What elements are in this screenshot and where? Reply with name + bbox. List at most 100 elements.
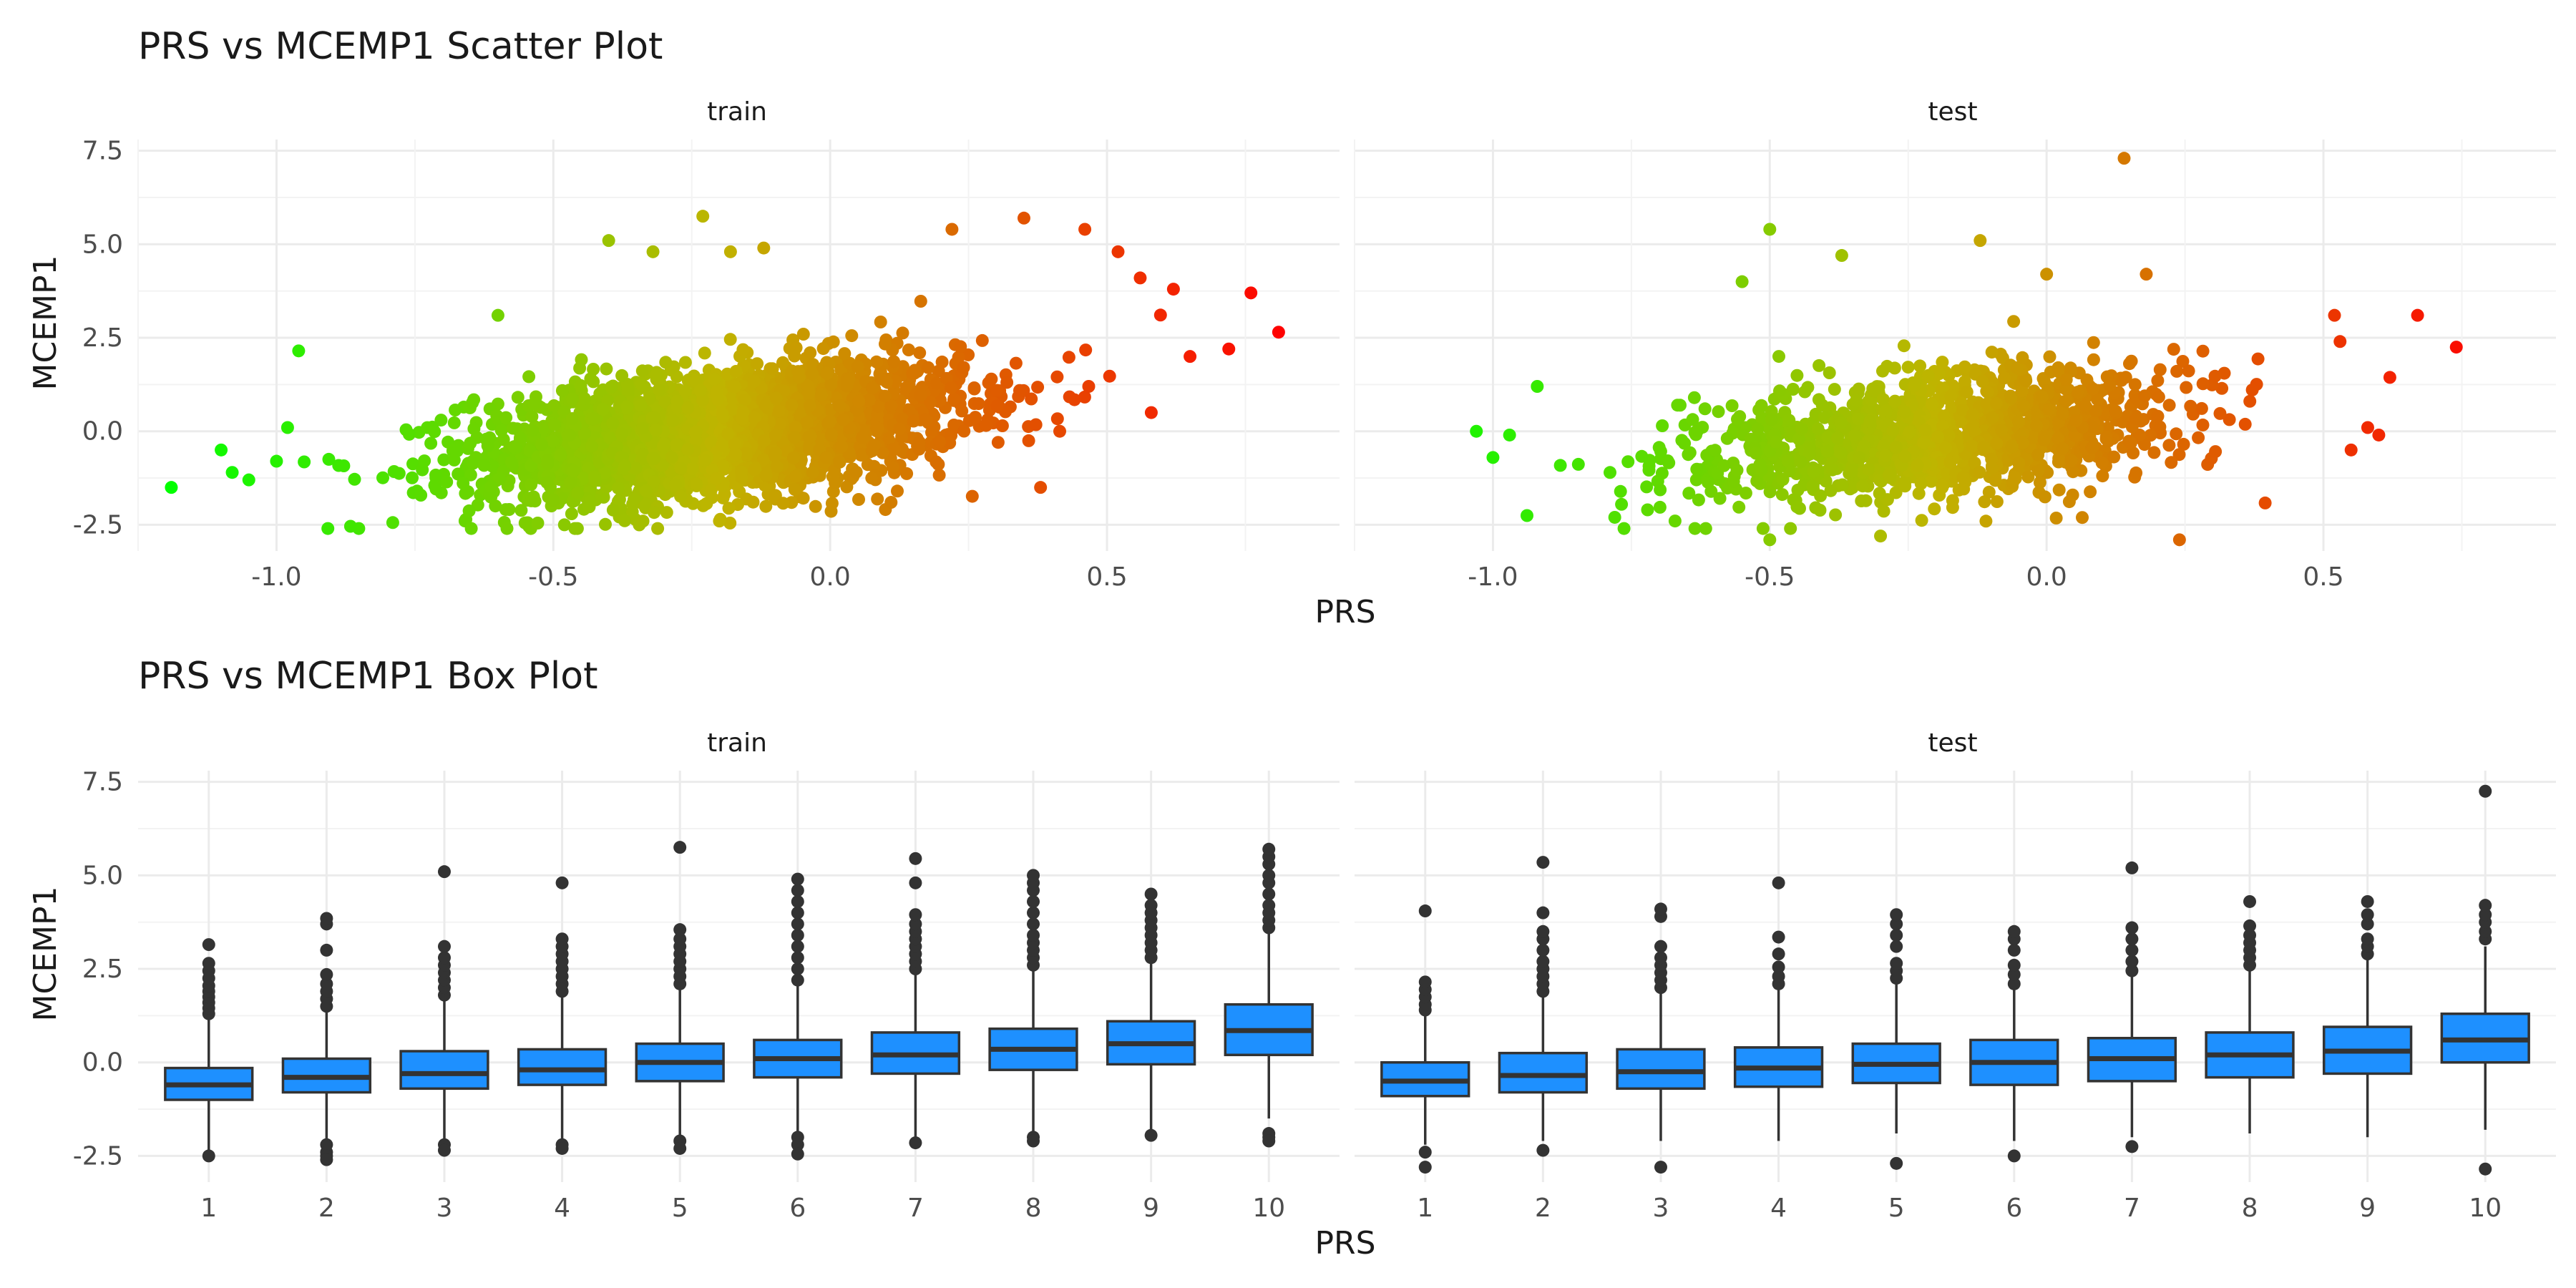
box-outlier [791,884,804,897]
scatter-point [674,462,688,475]
scatter-point [414,489,428,502]
box-outlier [673,841,687,854]
scatter-point [585,439,598,453]
scatter-point [596,402,610,416]
box-7 [870,852,961,1150]
scatter-point [635,421,649,435]
scatter-point [912,435,926,449]
scatter-point [557,518,571,532]
scatter-point [943,436,957,449]
scatter-point [1683,446,1697,459]
scatter-point [481,439,494,453]
scatter-point [1818,411,1831,424]
scatter-point [1654,444,1667,458]
scatter-point [1521,509,1533,522]
scatter-point [1862,462,1875,476]
scatter-point [2153,420,2167,434]
box-outlier [2361,908,2374,922]
scatter-point [1699,522,1712,535]
box-outlier [791,894,804,908]
scatter-point [1874,530,1888,543]
scatter-point [1814,489,1828,502]
scatter-point [215,443,228,457]
scatter-point [660,506,673,519]
scatter-point [2209,445,2223,459]
scatter-test-x-ticks: -1.0 -0.5 0.0 0.5 [1468,562,2343,592]
scatter-point [991,436,1005,449]
scatter-point [2099,432,2113,446]
scatter-point [688,426,702,439]
scatter-point [933,435,946,449]
scatter-point [565,412,579,425]
scatter-point [2129,412,2142,425]
scatter-point [2165,456,2178,469]
scatter-point [165,481,178,494]
scatter-point [896,412,909,426]
scatter-point [851,360,864,374]
scatter-point [1813,504,1827,517]
scatter-point [2245,383,2259,396]
scatter-point [2151,374,2165,387]
scatter-point [1689,473,1703,487]
scatter-point [2383,371,2396,384]
scatter-point [893,422,907,436]
scatter-point [1079,343,1093,357]
box-outlier [1262,869,1276,882]
scatter-point [1662,456,1676,469]
scatter-point [621,383,635,396]
scatter-point [270,454,283,468]
scatter-point [932,469,946,482]
scatter-x-axis-title: PRS [1314,594,1375,630]
scatter-point [1921,369,1935,382]
scatter-point [648,411,661,424]
scatter-point [1717,459,1731,472]
scatter-point [1868,385,1882,398]
scatter-point [824,378,838,391]
box-outlier [909,1136,922,1150]
scatter-point [2069,414,2082,428]
scatter-point [1883,468,1896,482]
box-outlier [202,957,215,970]
scatter-point [2258,496,2272,509]
scatter-point [766,362,779,376]
box-outlier [2007,958,2021,972]
scatter-point [1845,465,1858,478]
scatter-point [525,478,538,492]
scatter-point [1698,402,1712,416]
scatter-point [565,507,578,520]
scatter-point [649,369,663,382]
scatter-point [1853,451,1866,464]
box-6 [753,872,843,1161]
scatter-point [840,379,854,393]
scatter-point [838,347,852,361]
box-outlier [1262,1134,1276,1148]
scatter-point [785,399,799,412]
scatter-train-panel: train -1.0 -0.5 0.0 0.5 [137,97,1340,592]
scatter-point [880,375,893,389]
scatter-point [757,434,771,447]
scatter-point [2243,394,2257,408]
box-outlier [1027,869,1040,882]
box-outlier [1536,943,1550,957]
box-3 [399,865,489,1157]
scatter-point [1879,449,1893,462]
scatter-point [1050,370,1064,384]
scatter-point [587,412,600,426]
scatter-point [670,438,683,452]
box-train-boxes [164,841,1314,1166]
box-outlier [2479,1162,2492,1176]
scatter-point [681,401,695,415]
scatter-point [1082,380,1096,393]
scatter-point [1825,463,1839,477]
scatter-point [484,479,498,493]
scatter-point [2040,268,2054,281]
scatter-point [1943,455,1957,469]
scatter-point [681,443,695,456]
scatter-point [1981,386,1994,399]
scatter-point [547,494,560,507]
scatter-point [1641,503,1654,517]
box-outlier [791,940,804,953]
scatter-point [796,328,810,341]
scatter-point [1103,369,1116,383]
scatter-point [514,504,528,517]
